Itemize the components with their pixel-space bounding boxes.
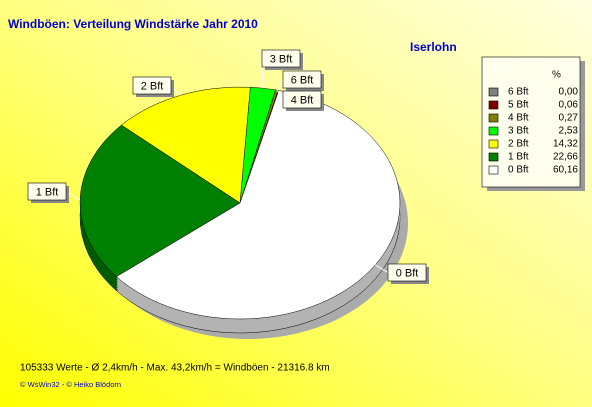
legend-title: % (552, 70, 561, 81)
legend-value: 60,16 (553, 165, 578, 176)
leader-line (278, 79, 284, 91)
leader-line (276, 89, 284, 100)
legend-swatch (488, 113, 499, 123)
footer: 105333 Werte - Ø 2,4km/h - Max. 43,2km/h… (20, 363, 330, 374)
pie (79, 86, 408, 339)
slice-label: 2 Bft (141, 80, 164, 92)
legend-swatch (488, 126, 499, 136)
label-box (282, 70, 322, 89)
legend-label: 2 Bft (508, 139, 529, 150)
legend-value: 2,53 (559, 126, 579, 137)
label-box (387, 263, 427, 282)
legend (481, 56, 581, 188)
slice-label: 1 Bft (36, 186, 59, 198)
legend-swatch (488, 152, 499, 162)
legend-swatch (488, 100, 499, 110)
slice-labels: 6 Bft 4 Bft 3 Bft 2 Bft 1 Bft 0 Bft (27, 49, 429, 284)
slice-label: 3 Bft (270, 53, 293, 65)
legend-value: 14,32 (553, 139, 578, 150)
leader-line (375, 264, 389, 273)
slice-label: 6 Bft (291, 74, 314, 86)
label-box (282, 90, 322, 109)
legend-value: 0,27 (559, 113, 579, 124)
legend-value: 0,06 (559, 100, 579, 111)
legend-label: 0 Bft (508, 165, 529, 176)
legend-value: 0,00 (559, 87, 579, 98)
chart-title: Windböen: Verteilung Windstärke Jahr 201… (8, 17, 258, 31)
credits: © WsWin32 - © Heiko Blödorn (20, 380, 121, 389)
legend-swatch (488, 165, 499, 175)
legend-value: 22,66 (553, 152, 578, 163)
legend-swatch (488, 139, 499, 149)
legend-label: 3 Bft (508, 126, 529, 137)
label-box (27, 182, 67, 201)
legend-label: 6 Bft (508, 87, 529, 98)
label-box (261, 49, 301, 68)
slice-label: 0 Bft (396, 267, 419, 279)
legend-label: 4 Bft (508, 113, 529, 124)
slice-label: 4 Bft (291, 94, 314, 106)
label-box (132, 76, 172, 95)
legend-label: 1 Bft (508, 152, 529, 163)
chart-subtitle: Iserlohn (410, 40, 457, 54)
legend-label: 5 Bft (508, 100, 529, 111)
legend-swatch (488, 87, 499, 97)
